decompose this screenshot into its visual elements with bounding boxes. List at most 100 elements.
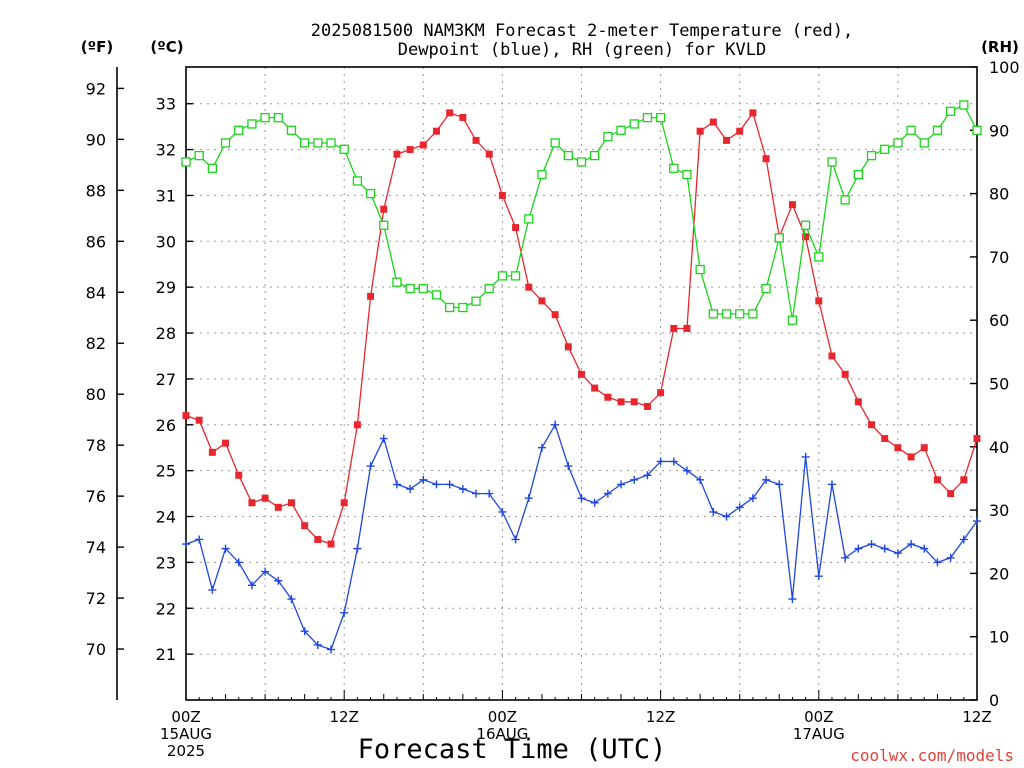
temperature-point	[973, 435, 981, 443]
temperature-point	[617, 398, 625, 406]
celsius-tick-label: 22	[156, 599, 176, 618]
rh-point	[471, 296, 481, 306]
dewpoint-point	[762, 475, 771, 484]
dewpoint-point	[946, 553, 955, 562]
temperature-point	[380, 205, 388, 213]
celsius-unit-label: (ºC)	[150, 38, 183, 56]
dewpoint-point	[959, 535, 968, 544]
chart-title-line2: Dewpoint (blue), RH (green) for KVLD	[398, 40, 766, 60]
temperature-point	[301, 522, 309, 530]
dewpoint-point	[696, 475, 705, 484]
temperature-point	[696, 127, 704, 135]
rh-point	[181, 157, 191, 167]
dewpoint-point	[221, 544, 230, 553]
celsius-tick-label: 30	[156, 232, 176, 251]
temperature-point	[340, 499, 348, 507]
rh-point	[945, 106, 956, 116]
rh-point	[800, 220, 811, 230]
dewpoint-point	[261, 567, 270, 576]
rh-point	[880, 144, 890, 154]
temperature-point	[815, 297, 823, 305]
dewpoint-point	[300, 627, 309, 636]
credit-link[interactable]: coolwx.com/models	[850, 746, 1014, 765]
x-axis-title: Forecast Time (UTC)	[358, 734, 667, 765]
dewpoint-point	[933, 558, 942, 567]
celsius-tick-label: 27	[156, 370, 176, 389]
temperature-point	[868, 421, 876, 429]
rh-point	[695, 264, 705, 275]
dewpoint-point	[392, 480, 401, 489]
rh-point	[299, 138, 310, 148]
dewpoint-point	[656, 457, 665, 466]
temperature-point	[446, 109, 454, 117]
temperature-point	[327, 540, 335, 548]
rh-tick-label: 50	[989, 375, 1009, 394]
fahrenheit-tick-label: 78	[86, 436, 106, 455]
rh-point	[576, 157, 587, 167]
rh-point	[853, 169, 863, 180]
fahrenheit-tick-label: 90	[86, 130, 106, 149]
temperature-point	[881, 435, 889, 443]
temperature-point	[591, 384, 599, 392]
rh-point	[260, 112, 270, 123]
rh-point	[220, 138, 231, 148]
dewpoint-point	[208, 585, 217, 594]
temperature-point	[578, 370, 585, 378]
dewpoint-point	[498, 507, 507, 516]
temperature-point	[841, 370, 849, 378]
series-rh	[181, 100, 982, 325]
rh-point	[629, 119, 639, 129]
temperature-point	[894, 444, 902, 452]
dewpoint-point	[524, 494, 533, 503]
fahrenheit-tick-label: 82	[86, 334, 106, 353]
tick-labels: 70 72 74 76 78 80 82 84 86 88 90 92 21 22 23 24 25 26 27 28…	[86, 58, 1020, 760]
temperature-point	[907, 453, 915, 461]
rh-point	[893, 138, 903, 148]
celsius-tick-label: 24	[156, 508, 176, 527]
dewpoint-point	[313, 640, 322, 649]
temperature-point	[670, 324, 678, 332]
rh-tick-label: 40	[989, 438, 1009, 457]
temperature-point	[208, 448, 216, 456]
temperature-point	[920, 444, 928, 452]
dewpoint-point	[419, 475, 428, 484]
rh-point	[774, 233, 784, 243]
dewpoint-point	[603, 489, 612, 498]
rh-point	[682, 169, 692, 180]
dewpoint-point	[617, 480, 626, 489]
temperature-point	[485, 150, 493, 158]
x-tick-label: 12Z	[962, 708, 991, 726]
fahrenheit-tick-label: 70	[86, 640, 106, 659]
celsius-tick-label: 26	[156, 416, 176, 435]
fahrenheit-tick-label: 84	[86, 283, 106, 302]
rh-point	[392, 277, 402, 287]
dewpoint-point	[458, 485, 467, 493]
dewpoint-point	[406, 485, 415, 493]
x-tick-label: 16AUG	[476, 725, 528, 743]
rh-point	[247, 119, 257, 129]
temperature-point	[683, 324, 691, 332]
grid-lines	[186, 67, 977, 700]
dewpoint-point	[577, 494, 586, 503]
dewpoint-point	[801, 452, 810, 461]
dewpoint-point	[274, 576, 283, 585]
fahrenheit-unit-label: (ºF)	[81, 38, 113, 56]
temperature-point	[657, 389, 665, 397]
data-series	[181, 100, 982, 654]
temperature-point	[538, 297, 546, 305]
temperature-point	[643, 402, 651, 410]
dewpoint-point	[867, 540, 876, 549]
fahrenheit-tick-label: 74	[86, 538, 106, 557]
dewpoint-point	[880, 544, 889, 553]
rh-point	[339, 144, 349, 154]
dewpoint-point	[893, 549, 902, 558]
dewpoint-point	[973, 517, 981, 526]
temperature-point	[314, 535, 322, 543]
fahrenheit-tick-label: 88	[86, 181, 106, 200]
temperature-point	[195, 416, 203, 424]
rh-point	[445, 302, 455, 313]
fahrenheit-tick-label: 86	[86, 232, 106, 251]
temperature-point	[947, 490, 955, 498]
rh-tick-label: 0	[989, 691, 999, 710]
rh-tick-label: 100	[989, 58, 1020, 77]
